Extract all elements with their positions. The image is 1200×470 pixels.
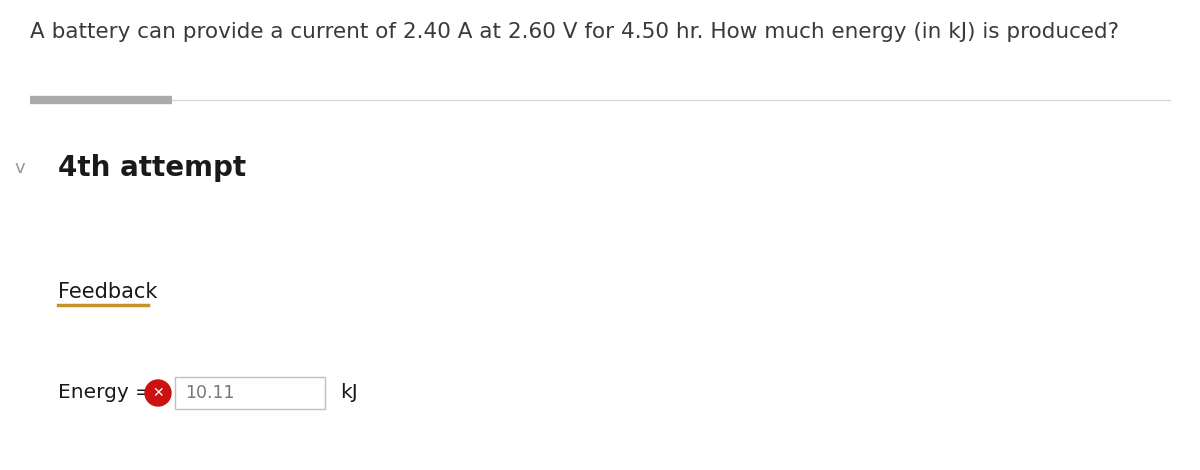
Text: Energy =: Energy = xyxy=(58,384,152,402)
FancyBboxPatch shape xyxy=(175,377,325,409)
Text: Feedback: Feedback xyxy=(58,282,157,302)
Text: kJ: kJ xyxy=(340,384,358,402)
Text: ✕: ✕ xyxy=(152,386,164,400)
Text: A battery can provide a current of 2.40 A at 2.60 V for 4.50 hr. How much energy: A battery can provide a current of 2.40 … xyxy=(30,22,1120,42)
Text: 10.11: 10.11 xyxy=(185,384,234,402)
Circle shape xyxy=(145,380,172,406)
Text: v: v xyxy=(14,159,25,177)
Text: 4th attempt: 4th attempt xyxy=(58,154,246,182)
